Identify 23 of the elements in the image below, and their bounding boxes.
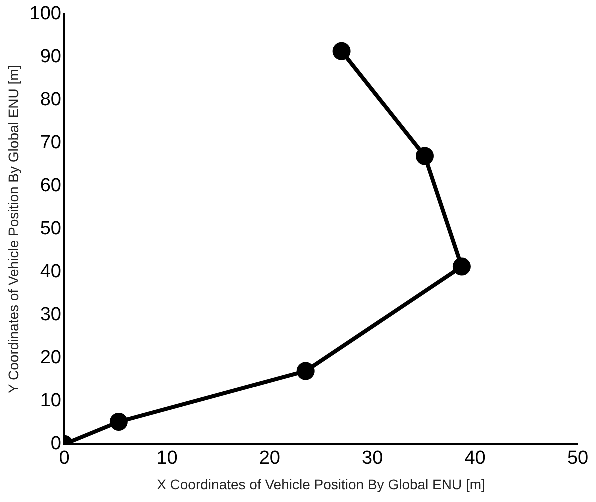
x-tick-label: 20 [259,448,280,470]
x-tick-label: 10 [156,448,178,470]
y-tick-label: 80 [40,90,62,111]
y-tick-label: 10 [40,390,62,412]
x-tick-label: 30 [362,448,384,470]
y-tick-label: 90 [40,46,62,68]
point [452,258,471,276]
y-tick-label: 100 [30,4,62,25]
y-tick-label: 30 [40,304,62,326]
x-axis-title: X Coordinates of Vehicle Position By Global ENU [m] [157,476,486,492]
point [296,362,315,380]
y-tick-label: 20 [40,348,62,369]
x-tick-label: 50 [567,448,589,470]
y-tick-label: 70 [40,132,62,154]
point [332,42,351,60]
x-tick-label: 40 [464,448,486,470]
y-tick-label: 60 [40,176,62,197]
y-axis-title: Y Coordinates of Vehicle Position By Global ENU [m] [5,65,22,394]
y-tick-label: 40 [40,262,62,283]
y-tick-label: 50 [40,218,62,240]
point [416,147,434,166]
point [110,413,128,432]
y-tick-label: 0 [50,434,62,455]
